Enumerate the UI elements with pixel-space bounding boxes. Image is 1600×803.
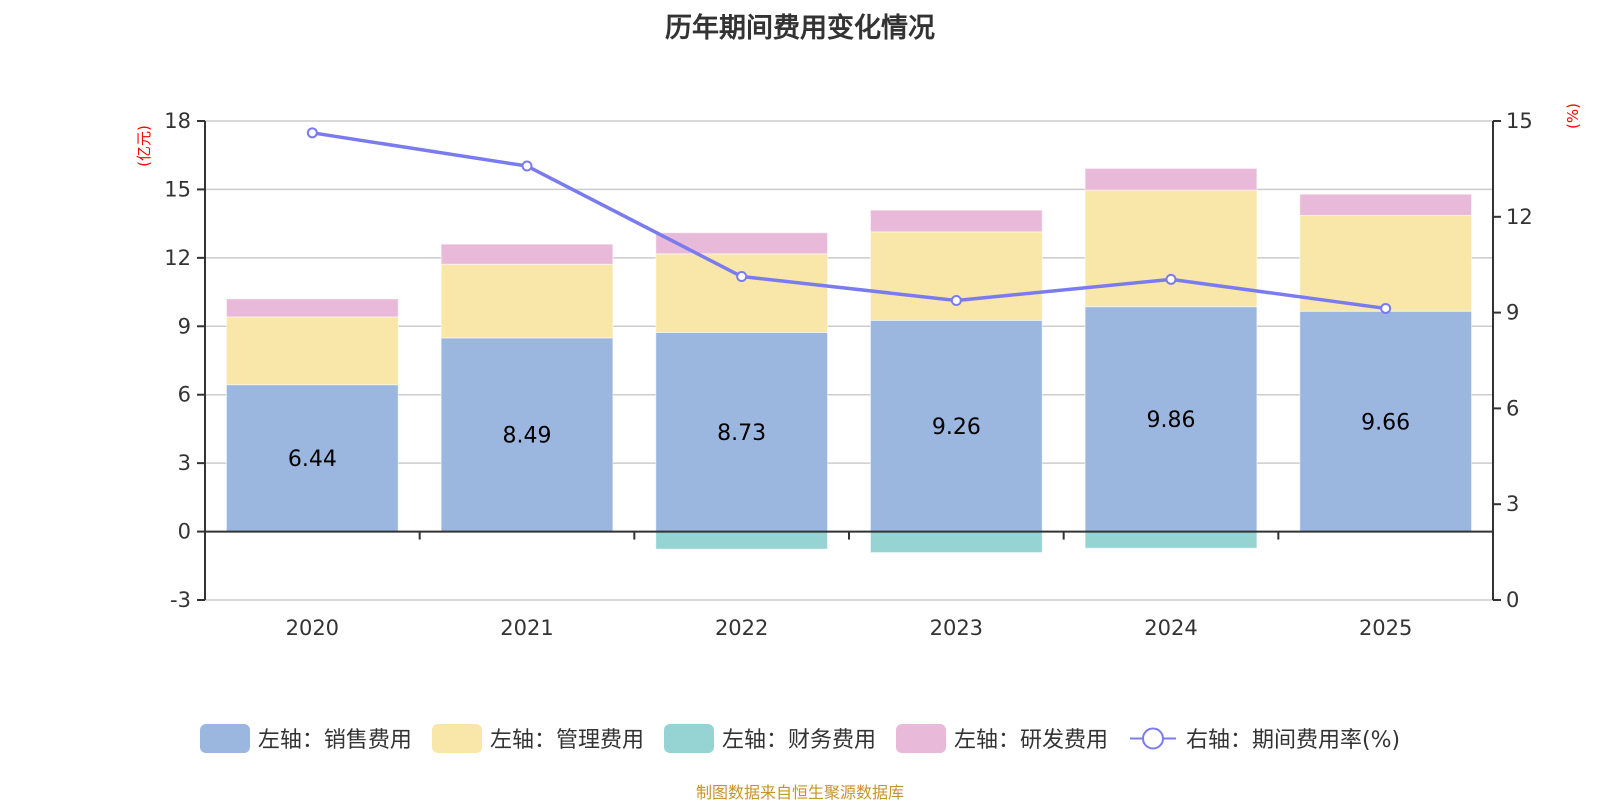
x-axis-tick-label: 2020 bbox=[286, 616, 339, 640]
bar-value-label: 9.86 bbox=[1147, 408, 1196, 433]
bar-segment bbox=[440, 337, 614, 533]
x-axis-tick-label: 2021 bbox=[500, 616, 553, 640]
bar-value-label: 8.49 bbox=[503, 424, 552, 449]
x-axis-tick-label: 2023 bbox=[930, 616, 983, 640]
left-axis-tick-label: 9 bbox=[178, 314, 191, 338]
left-axis-tick-label: 0 bbox=[178, 520, 191, 544]
legend-item[interactable]: 左轴：管理费用 bbox=[431, 722, 644, 754]
right-axis-tick-label: 9 bbox=[1506, 301, 1519, 325]
legend-label: 右轴：期间费用率(%) bbox=[1185, 728, 1401, 753]
legend-item[interactable]: 左轴：研发费用 bbox=[895, 722, 1108, 754]
bar-segment bbox=[1299, 214, 1473, 312]
legend: 左轴：销售费用 左轴：管理费用 左轴：财务费用 左轴：研发费用 右轴：期间费用率(%) bbox=[0, 722, 1600, 754]
right-axis-unit-label: (%) bbox=[1564, 103, 1582, 129]
bar-value-label: 6.44 bbox=[288, 447, 337, 472]
rate-line-point bbox=[306, 127, 318, 139]
bar-segment bbox=[655, 232, 829, 255]
source-footer: 制图数据来自恒生聚源数据库 bbox=[695, 783, 904, 802]
legend-swatch bbox=[431, 723, 482, 753]
bar-segment bbox=[1084, 167, 1258, 191]
right-axis-tick-label: 6 bbox=[1506, 396, 1519, 420]
bar-segment bbox=[225, 298, 399, 318]
bar-segment bbox=[655, 253, 829, 333]
left-axis-tick-label: 3 bbox=[178, 451, 191, 475]
axes: -3 0 3 6 9 12 15 18 0 3 6 9 12 15 2020 2021 2022 2023 2024… bbox=[135, 103, 1582, 640]
rate-line bbox=[306, 127, 1392, 314]
legend-swatch bbox=[895, 723, 946, 753]
legend-label: 左轴：研发费用 bbox=[953, 728, 1108, 753]
rate-line-point bbox=[736, 271, 748, 283]
rate-line-point bbox=[521, 160, 533, 172]
legend-swatch bbox=[199, 723, 250, 753]
legend-line-marker-icon bbox=[1128, 724, 1178, 753]
data-labels: 6.44 8.49 8.73 9.26 9.86 9.66 bbox=[288, 408, 1410, 472]
bar-segment bbox=[1084, 306, 1258, 533]
left-axis-unit-label: (亿元) bbox=[135, 125, 153, 167]
bar-segment bbox=[1084, 531, 1258, 549]
rate-line-point bbox=[950, 294, 962, 306]
x-axis-tick-label: 2025 bbox=[1359, 616, 1412, 640]
legend-item[interactable]: 右轴：期间费用率(%) bbox=[1128, 722, 1400, 754]
bar-segment bbox=[440, 263, 614, 339]
left-axis-tick-label: 6 bbox=[178, 383, 191, 407]
rate-line-point bbox=[1165, 273, 1177, 285]
legend-label: 左轴：财务费用 bbox=[721, 728, 876, 753]
bar-value-label: 9.26 bbox=[932, 415, 981, 440]
rate-line-point bbox=[1380, 302, 1392, 314]
left-axis-tick-label: 15 bbox=[164, 177, 191, 201]
rate-line-path bbox=[312, 131, 1386, 311]
bar-segment bbox=[225, 316, 399, 386]
bars bbox=[225, 167, 1473, 554]
legend-label: 左轴：销售费用 bbox=[257, 728, 412, 753]
left-axis-tick-label: 12 bbox=[164, 246, 191, 270]
x-axis-tick-label: 2022 bbox=[715, 616, 768, 640]
legend-swatch bbox=[663, 723, 714, 753]
legend-item[interactable]: 左轴：销售费用 bbox=[199, 722, 412, 754]
bar-segment bbox=[440, 243, 614, 265]
x-axis-tick-label: 2024 bbox=[1144, 616, 1197, 640]
legend-label: 左轴：管理费用 bbox=[489, 728, 644, 753]
bar-segment bbox=[869, 531, 1043, 554]
bar-segment bbox=[869, 231, 1043, 321]
bar-segment bbox=[1299, 310, 1473, 533]
bar-segment bbox=[869, 319, 1043, 533]
chart-title: 历年期间费用变化情况 bbox=[665, 13, 935, 44]
bar-segment bbox=[1299, 193, 1473, 216]
bar-segment bbox=[869, 209, 1043, 233]
right-axis-tick-label: 3 bbox=[1506, 492, 1519, 516]
right-axis-tick-label: 0 bbox=[1506, 588, 1519, 612]
legend-item[interactable]: 左轴：财务费用 bbox=[663, 722, 876, 754]
bar-segment bbox=[225, 384, 399, 533]
left-axis-tick-label: -3 bbox=[170, 588, 191, 612]
right-axis-tick-label: 12 bbox=[1506, 205, 1533, 229]
bar-segment bbox=[655, 331, 829, 533]
right-axis-tick-label: 15 bbox=[1506, 109, 1533, 133]
bar-value-label: 9.66 bbox=[1361, 410, 1410, 435]
left-axis-tick-label: 18 bbox=[164, 109, 191, 133]
bar-value-label: 8.73 bbox=[717, 421, 766, 446]
bar-segment bbox=[655, 531, 829, 550]
